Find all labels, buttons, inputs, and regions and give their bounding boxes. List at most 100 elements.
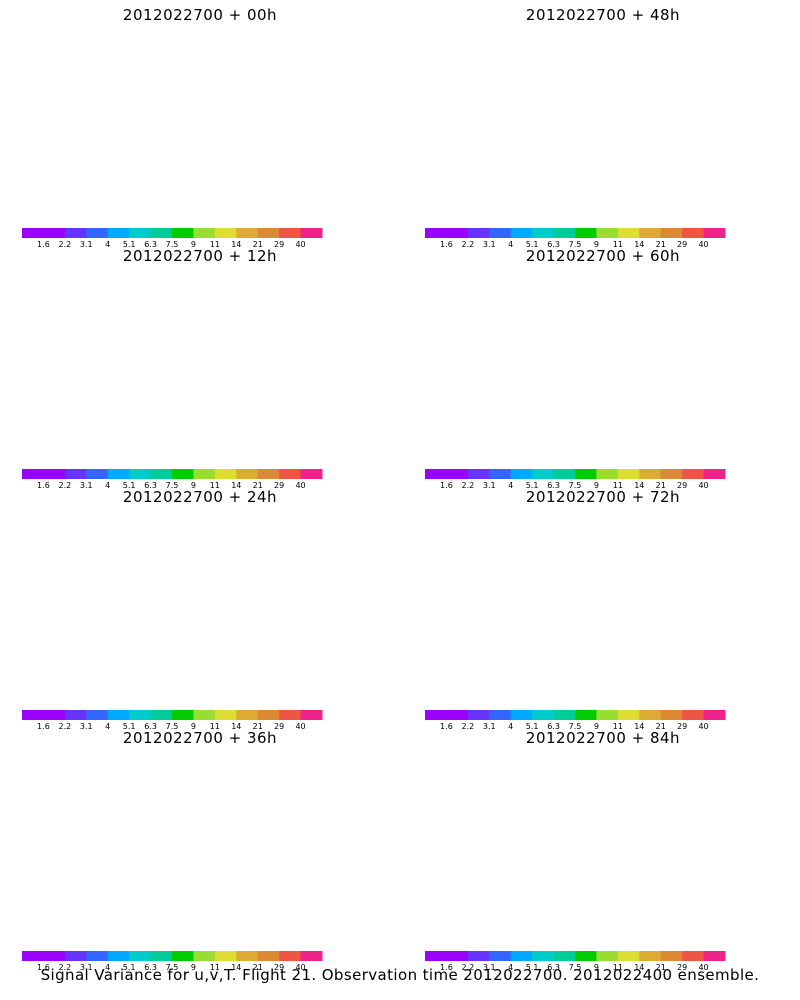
panel-title: 2012022700 + 00h bbox=[122, 6, 278, 24]
colorbar-swatch bbox=[553, 469, 576, 479]
colorbar-swatch bbox=[236, 951, 259, 961]
colorbar-tick-label: 9 bbox=[593, 481, 599, 490]
forecast-panel-36h: 2012022700 + 36h 1.6 2.2 3.1 4 5.1 6.3 7.5 9 11 14… bbox=[20, 729, 380, 974]
colorbar-swatch bbox=[193, 469, 216, 479]
colorbar-swatch bbox=[553, 710, 576, 720]
colorbar-tick-label: 4 bbox=[508, 240, 514, 249]
colorbar-tick-label: 6.3 bbox=[547, 240, 560, 249]
forecast-panel-72h: 2012022700 + 72h 1.6 2.2 3.1 4 5.1 6.3 7.5 9 11 14… bbox=[423, 488, 783, 733]
colorbar-swatch bbox=[660, 951, 683, 961]
colorbar-swatch bbox=[150, 951, 173, 961]
colorbar-swatch bbox=[86, 228, 109, 238]
colorbar-tick-label: 29 bbox=[677, 722, 688, 731]
colorbar-tick-label: 40 bbox=[698, 722, 709, 731]
colorbar-swatch bbox=[467, 228, 490, 238]
variance-map bbox=[423, 512, 783, 707]
colorbar-swatch bbox=[129, 951, 152, 961]
colorbar-tick-label: 2.2 bbox=[58, 722, 72, 731]
colorbar-swatch bbox=[703, 228, 726, 238]
colorbar-swatch bbox=[172, 710, 194, 720]
colorbar-swatch bbox=[467, 951, 490, 961]
colorbar-tick-label: 21 bbox=[252, 240, 263, 249]
colorbar-tick-label: 5.1 bbox=[122, 963, 136, 972]
colorbar-tick-label: 2.2 bbox=[461, 963, 475, 972]
colorbar-tick-label: 7.5 bbox=[165, 963, 179, 972]
colorbar-labels: 1.6 2.2 3.1 4 5.1 6.3 7.5 9 11 14 21 29 40 bbox=[22, 963, 322, 973]
colorbar-tick-label: 14 bbox=[231, 481, 242, 490]
colorbar-tick-label: 6.3 bbox=[144, 240, 157, 249]
colorbar-tick-label: 9 bbox=[190, 722, 196, 731]
colorbar-swatch bbox=[532, 710, 555, 720]
colorbar-tick-label: 14 bbox=[634, 963, 645, 972]
colorbar-tick-label: 7.5 bbox=[568, 481, 582, 490]
colorbar-swatch bbox=[257, 710, 280, 720]
panel-title: 2012022700 + 36h bbox=[122, 729, 278, 747]
colorbar-swatch bbox=[510, 228, 533, 238]
colorbar-swatch bbox=[553, 228, 576, 238]
colorbar-swatch bbox=[489, 469, 512, 479]
colorbar-tick-label: 6.3 bbox=[547, 481, 560, 490]
colorbar-tick-label: 3.1 bbox=[482, 963, 496, 972]
colorbar-swatch bbox=[64, 469, 87, 479]
colorbar-tick-label: 29 bbox=[274, 722, 285, 731]
colorbar-tick-label: 40 bbox=[295, 722, 306, 731]
colorbar bbox=[425, 710, 726, 720]
colorbar bbox=[22, 469, 323, 479]
colorbar-tick-label: 4 bbox=[105, 722, 111, 731]
colorbar-tick-label: 6.3 bbox=[144, 963, 157, 972]
colorbar-tick-label: 40 bbox=[295, 963, 306, 972]
colorbar-tick-label: 7.5 bbox=[165, 722, 179, 731]
panel-title: 2012022700 + 12h bbox=[122, 247, 278, 265]
colorbar-tick-label: 6.3 bbox=[144, 481, 157, 490]
colorbar-tick-label: 2.2 bbox=[461, 481, 475, 490]
colorbar-tick-label: 2.2 bbox=[58, 963, 72, 972]
variance-map bbox=[423, 271, 783, 466]
colorbar-tick-label: 6.3 bbox=[547, 722, 560, 731]
colorbar-swatch bbox=[703, 710, 726, 720]
colorbar-tick-label: 11 bbox=[209, 481, 220, 490]
colorbar-swatch bbox=[150, 469, 173, 479]
colorbar-tick-label: 21 bbox=[655, 722, 666, 731]
colorbar-tick-label: 29 bbox=[274, 963, 285, 972]
colorbar-swatch bbox=[489, 228, 512, 238]
colorbar-tick-label: 11 bbox=[209, 963, 220, 972]
colorbar-tick-label: 9 bbox=[593, 722, 599, 731]
forecast-panel-48h: 2012022700 + 48h 1.6 2.2 3.1 4 5.1 6.3 7.5 9 11 14… bbox=[423, 6, 783, 251]
colorbar-labels: 1.6 2.2 3.1 4 5.1 6.3 7.5 9 11 14 21 29 40 bbox=[425, 722, 725, 732]
colorbar-labels: 1.6 2.2 3.1 4 5.1 6.3 7.5 9 11 14 21 29 40 bbox=[22, 481, 322, 491]
colorbar-tick-label: 1.6 bbox=[37, 481, 50, 490]
colorbar-tick-label: 29 bbox=[677, 240, 688, 249]
colorbar-tick-label: 3.1 bbox=[482, 722, 496, 731]
colorbar-swatch bbox=[510, 469, 533, 479]
colorbar-tick-label: 1.6 bbox=[440, 240, 453, 249]
colorbar-tick-label: 29 bbox=[677, 963, 688, 972]
colorbar-tick-label: 9 bbox=[190, 481, 196, 490]
colorbar-swatch bbox=[425, 228, 447, 238]
colorbar-swatch bbox=[575, 228, 597, 238]
colorbar-swatch bbox=[129, 710, 152, 720]
colorbar-tick-label: 11 bbox=[209, 240, 220, 249]
colorbar-tick-label: 40 bbox=[698, 240, 709, 249]
colorbar-swatch bbox=[150, 228, 173, 238]
forecast-panel-60h: 2012022700 + 60h 1.6 2.2 3.1 4 5.1 6.3 7.5 9 11 14… bbox=[423, 247, 783, 492]
colorbar-swatch bbox=[129, 228, 152, 238]
colorbar-swatch bbox=[129, 469, 152, 479]
colorbar-swatch bbox=[43, 469, 66, 479]
colorbar-tick-label: 21 bbox=[655, 963, 666, 972]
colorbar bbox=[22, 951, 323, 961]
colorbar-swatch bbox=[446, 710, 469, 720]
colorbar-tick-label: 14 bbox=[231, 240, 242, 249]
colorbar-swatch bbox=[107, 710, 130, 720]
colorbar-tick-label: 14 bbox=[231, 963, 242, 972]
colorbar-swatch bbox=[300, 951, 323, 961]
colorbar-tick-label: 1.6 bbox=[440, 481, 453, 490]
colorbar-swatch bbox=[107, 951, 130, 961]
colorbar-swatch bbox=[660, 710, 683, 720]
colorbar-swatch bbox=[193, 710, 216, 720]
colorbar-swatch bbox=[446, 951, 469, 961]
colorbar-swatch bbox=[617, 951, 640, 961]
colorbar-swatch bbox=[703, 951, 726, 961]
colorbar-swatch bbox=[214, 710, 237, 720]
colorbar-swatch bbox=[22, 710, 44, 720]
colorbar-tick-label: 3.1 bbox=[79, 963, 93, 972]
